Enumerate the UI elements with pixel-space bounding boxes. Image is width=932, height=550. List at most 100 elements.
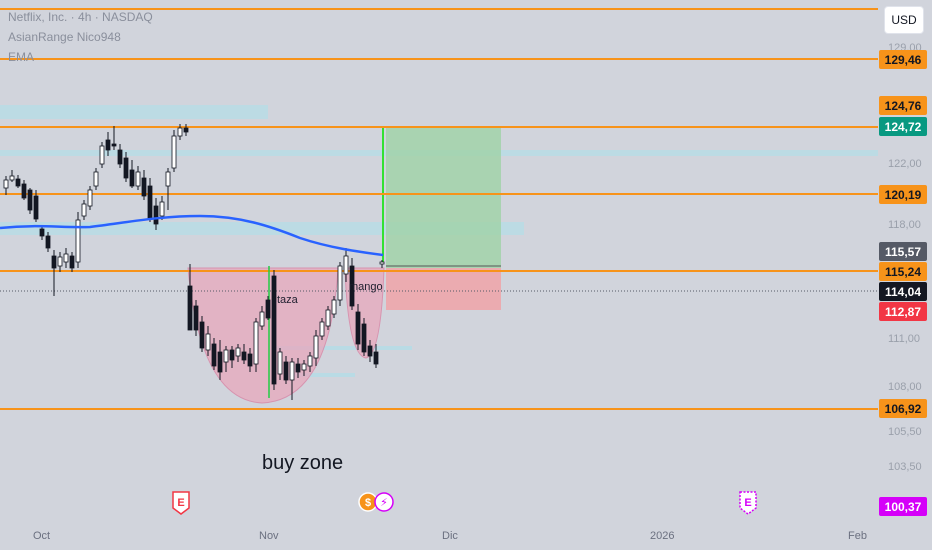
candle-body — [21, 183, 27, 199]
currency-button[interactable]: USD — [884, 6, 924, 34]
candle-body — [27, 189, 33, 211]
candle-body — [117, 149, 123, 165]
earnings-event-icon[interactable]: E — [171, 490, 191, 516]
asian-range-box — [0, 105, 268, 119]
price-badge-level: 124,76 — [879, 96, 927, 115]
candle-body — [87, 189, 93, 207]
candle-body — [277, 351, 283, 375]
upcoming-earnings-event-icon[interactable]: E — [738, 490, 758, 516]
candle-body — [147, 185, 153, 219]
candle-body — [57, 256, 63, 267]
stop-zone — [386, 268, 501, 310]
candle-body — [343, 255, 349, 275]
buy-zone-label: buy zone — [262, 452, 344, 474]
price-chart[interactable] — [0, 0, 878, 550]
candle-body — [229, 349, 235, 361]
price-badge-event: 100,37 — [879, 497, 927, 516]
candle-body — [319, 321, 325, 337]
candle-body — [69, 255, 75, 269]
target-zone — [386, 127, 501, 268]
candle-body — [313, 335, 319, 359]
asian-range-box — [275, 346, 412, 350]
candle-body — [177, 127, 183, 137]
candle-body — [295, 363, 301, 373]
price-badge-stop: 112,87 — [879, 302, 927, 321]
candle-body — [171, 135, 177, 169]
candle-body — [373, 351, 379, 365]
candle-body — [337, 265, 343, 301]
split-event-icon[interactable]: ⚡ — [373, 490, 395, 514]
candle-body — [259, 311, 265, 327]
candle-body — [379, 261, 385, 265]
candle-body — [235, 347, 241, 357]
indicator-legend-asianrange[interactable]: AsianRange Nico948 — [8, 30, 121, 44]
candle-body — [205, 333, 211, 351]
candle-body — [367, 345, 373, 357]
split-event-glyph: ⚡ — [380, 496, 388, 509]
candle-body — [111, 143, 117, 147]
candle-body — [301, 363, 307, 371]
price-axis-tick: 118,00 — [888, 219, 921, 231]
price-badge-level: 115,24 — [879, 262, 927, 281]
price-badge-last: 114,04 — [879, 282, 927, 301]
candle-body — [253, 321, 259, 365]
price-badge-target: 124,72 — [879, 117, 927, 136]
candle-body — [283, 361, 289, 381]
price-axis-tick: 103,50 — [888, 461, 922, 473]
candle-body — [45, 235, 51, 249]
time-axis-label: Oct — [33, 530, 51, 542]
candle-body — [349, 265, 355, 307]
price-badge-level: 129,46 — [879, 50, 927, 69]
candle-body — [159, 201, 165, 217]
candle-body — [3, 179, 9, 189]
price-axis-tick: 108,00 — [888, 381, 922, 393]
candle-body — [135, 171, 141, 187]
candle-body — [211, 343, 217, 367]
price-badge-level: 120,19 — [879, 185, 927, 204]
time-axis-label: Nov — [259, 530, 279, 542]
candle-body — [93, 171, 99, 187]
candle-body — [355, 311, 361, 345]
price-axis-tick: 111,00 — [888, 333, 921, 345]
candle-body — [271, 275, 277, 385]
candle-body — [99, 145, 105, 165]
indicator-legend-ema[interactable]: EMA — [8, 50, 35, 64]
ema-line — [0, 214, 384, 257]
candle-body — [63, 253, 69, 263]
time-axis-label: Feb — [848, 530, 867, 542]
candle-body — [183, 127, 189, 133]
candle-body — [217, 351, 223, 373]
dividend-event-glyph: $ — [365, 497, 371, 509]
candle-body — [223, 349, 229, 363]
price-badge-ema: 115,57 — [879, 242, 927, 261]
pattern-label-taza: taza — [277, 294, 298, 306]
candle-body — [39, 228, 45, 237]
candle-body — [247, 353, 253, 367]
upcoming-earnings-event-glyph: E — [744, 497, 751, 509]
candle-body — [361, 323, 367, 353]
candle-body — [75, 219, 81, 263]
candle-body — [9, 175, 15, 181]
earnings-event-glyph: E — [177, 497, 184, 509]
candle-body — [265, 299, 271, 319]
price-badge-level: 106,92 — [879, 399, 927, 418]
asian-range-box — [285, 373, 355, 377]
candle-body — [141, 177, 147, 197]
pattern-label-mango: mango — [349, 281, 383, 293]
candle-body — [33, 195, 39, 220]
candle-body — [165, 171, 171, 187]
candle-body — [15, 178, 21, 187]
candle-body — [289, 361, 295, 381]
candle-body — [81, 203, 87, 217]
candle-body — [129, 169, 135, 187]
candle-body — [193, 305, 199, 331]
candle-body — [123, 157, 129, 179]
time-axis-label: 2026 — [650, 530, 675, 542]
candle-body — [187, 285, 193, 331]
candle-body — [105, 139, 111, 151]
time-axis-label: Dic — [442, 530, 458, 542]
candle-body — [325, 309, 331, 327]
candle-body — [241, 351, 247, 361]
symbol-legend[interactable]: Netflix, Inc. · 4h · NASDAQ — [8, 10, 153, 24]
